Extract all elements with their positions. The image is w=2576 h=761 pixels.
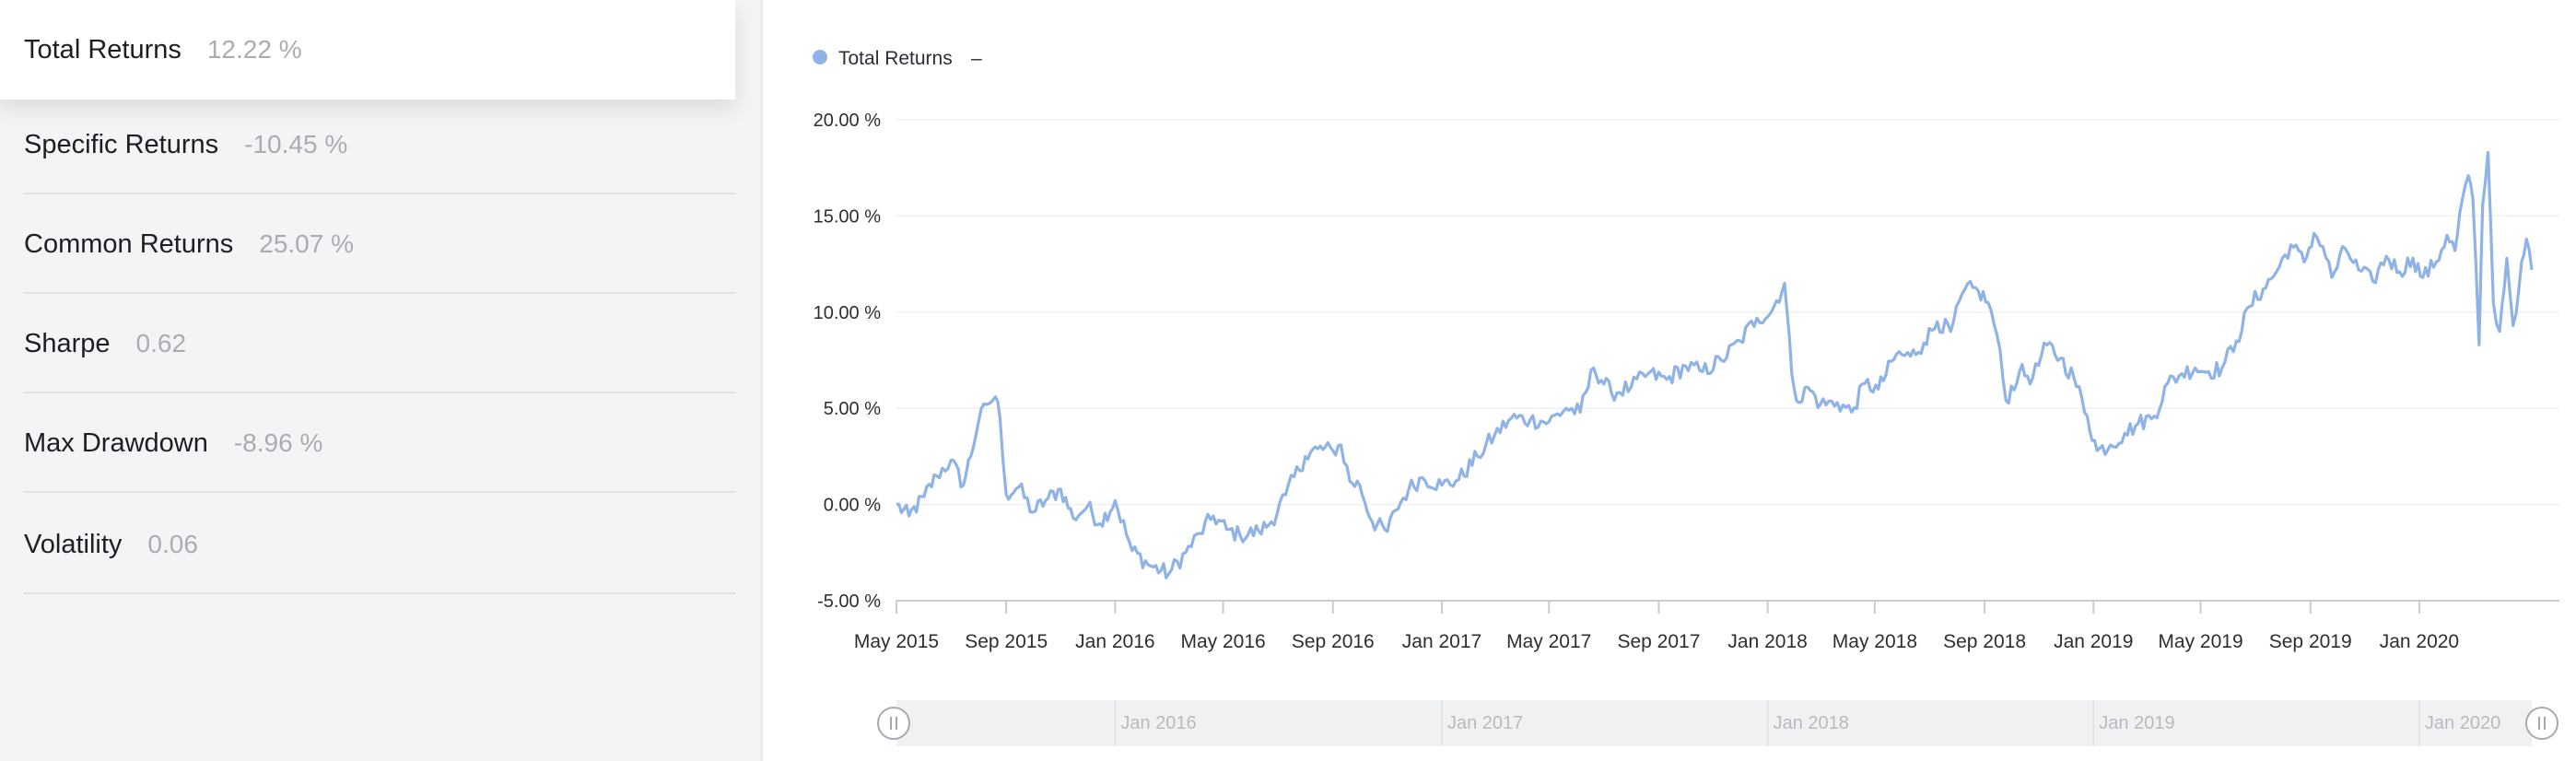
metric-value: -8.96 % bbox=[233, 428, 323, 457]
metric-value: 25.07 % bbox=[259, 229, 354, 258]
legend-marker bbox=[813, 50, 827, 64]
navigator-label: Jan 2016 bbox=[1120, 713, 1196, 733]
chart-legend[interactable]: Total Returns – bbox=[813, 48, 982, 69]
grid-lines bbox=[896, 119, 2559, 506]
metric-label: Specific Returns bbox=[24, 129, 219, 159]
x-tick-label: May 2019 bbox=[2158, 631, 2242, 652]
metric-label: Max Drawdown bbox=[24, 427, 208, 458]
metric-specific-returns[interactable]: Specific Returns -10.45 % bbox=[0, 95, 735, 194]
y-tick-label: 20.00 % bbox=[814, 111, 882, 131]
divider bbox=[24, 193, 735, 194]
metric-volatility[interactable]: Volatility 0.06 bbox=[0, 495, 735, 594]
metric-value: 0.06 bbox=[147, 530, 198, 558]
divider bbox=[24, 491, 735, 493]
y-tick-label: 10.00 % bbox=[814, 303, 882, 323]
navigator-handle-right[interactable] bbox=[2525, 707, 2558, 740]
handle-circle bbox=[877, 707, 910, 740]
metric-label: Volatility bbox=[24, 529, 123, 559]
x-tick-label: Sep 2019 bbox=[2269, 631, 2352, 652]
x-tick-label: Sep 2017 bbox=[1617, 631, 1700, 652]
x-tick-label: Sep 2018 bbox=[1943, 631, 2026, 652]
legend-label: Total Returns bbox=[838, 48, 953, 69]
divider bbox=[24, 592, 735, 594]
x-tick-label: May 2017 bbox=[1506, 631, 1591, 652]
divider bbox=[24, 392, 735, 393]
x-tick-label: Sep 2015 bbox=[965, 631, 1048, 652]
x-tick-label: Jan 2016 bbox=[1075, 631, 1154, 652]
metric-sharpe[interactable]: Sharpe 0.62 bbox=[0, 294, 735, 393]
y-tick-label: 15.00 % bbox=[814, 206, 882, 227]
metric-value: 12.22 % bbox=[206, 35, 302, 64]
metric-common-returns[interactable]: Common Returns 25.07 % bbox=[0, 194, 735, 294]
metric-value: 0.62 bbox=[135, 329, 187, 357]
metrics-sidebar: Total Returns 12.22 % Specific Returns -… bbox=[0, 0, 735, 761]
x-tick-label: May 2016 bbox=[1180, 631, 1265, 652]
divider bbox=[24, 292, 735, 294]
series-line bbox=[896, 150, 2534, 580]
metric-label: Sharpe bbox=[24, 328, 111, 358]
y-tick-label: -5.00 % bbox=[817, 591, 881, 612]
panel-divider bbox=[761, 0, 763, 761]
x-tick-label: Sep 2016 bbox=[1292, 631, 1375, 652]
metric-label: Total Returns bbox=[24, 34, 181, 64]
navigator-label: Jan 2020 bbox=[2425, 713, 2500, 733]
x-tick-label: May 2015 bbox=[854, 631, 939, 652]
x-tick-label: Jan 2018 bbox=[1727, 631, 1807, 652]
returns-chart: Total Returns – -5.00 % 0.00 % 5.00 % 10.00… bbox=[813, 48, 2559, 746]
metric-max-drawdown[interactable]: Max Drawdown -8.96 % bbox=[0, 393, 735, 493]
y-tick-label: 0.00 % bbox=[824, 496, 881, 516]
metric-total-returns[interactable]: Total Returns 12.22 % bbox=[0, 0, 735, 100]
range-navigator[interactable]: Jan 2016 Jan 2017 Jan 2018 Jan 2019 Jan 2020 bbox=[877, 700, 2558, 746]
x-tick-label: Jan 2017 bbox=[1402, 631, 1481, 652]
handle-circle bbox=[2525, 707, 2558, 740]
legend-value: – bbox=[971, 48, 982, 69]
metric-value: -10.45 % bbox=[244, 130, 348, 158]
navigator-track[interactable] bbox=[896, 700, 2532, 746]
metric-label: Common Returns bbox=[24, 228, 234, 259]
axes: -5.00 % 0.00 % 5.00 % 10.00 % 15.00 % 20.00 %… bbox=[814, 111, 2559, 652]
panel-gutter bbox=[735, 0, 761, 761]
series-total-returns bbox=[896, 150, 2534, 580]
x-tick-label: May 2018 bbox=[1832, 631, 1917, 652]
y-tick-label: 5.00 % bbox=[824, 399, 881, 419]
navigator-handle-left[interactable] bbox=[877, 707, 910, 740]
navigator-label: Jan 2018 bbox=[1774, 713, 1849, 733]
navigator-label: Jan 2019 bbox=[2099, 713, 2174, 733]
x-tick-label: Jan 2020 bbox=[2380, 631, 2459, 652]
navigator-label: Jan 2017 bbox=[1447, 713, 1523, 733]
x-tick-label: Jan 2019 bbox=[2054, 631, 2133, 652]
